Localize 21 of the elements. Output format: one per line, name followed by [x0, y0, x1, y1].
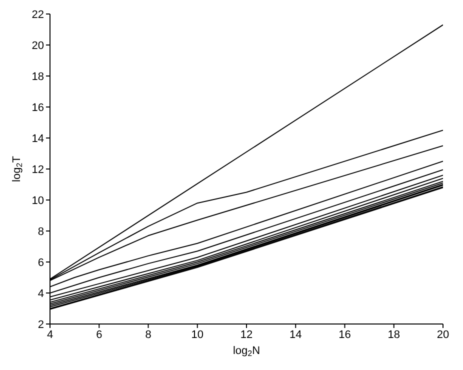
y-tick-label: 4	[38, 288, 44, 300]
x-tick-label: 4	[46, 328, 54, 341]
y-tick-label: 16	[32, 102, 44, 114]
x-tick-label: 16	[338, 328, 351, 341]
y-tick-label: 14	[32, 132, 44, 145]
x-tick-label: 20	[436, 328, 450, 341]
x-tick-label: 12	[240, 328, 253, 341]
x-tick-label: 18	[388, 328, 400, 341]
x-tick-label: 6	[96, 328, 102, 341]
y-tick-label: 8	[38, 226, 44, 238]
x-axis-title: log$_{2}$N	[232, 345, 260, 358]
x-tick-label: 14	[290, 328, 302, 341]
y-tick-label: 10	[32, 194, 44, 207]
y-tick-label: 20	[32, 40, 44, 52]
x-tick-label: 10	[191, 328, 204, 341]
y-tick-label: 2	[38, 318, 44, 331]
y-tick-label: 18	[32, 70, 44, 83]
y-tick-label: 12	[32, 164, 44, 176]
x-tick-label: 8	[145, 328, 152, 341]
y-tick-label: 22	[32, 8, 44, 21]
y-tick-label: 6	[38, 256, 44, 269]
